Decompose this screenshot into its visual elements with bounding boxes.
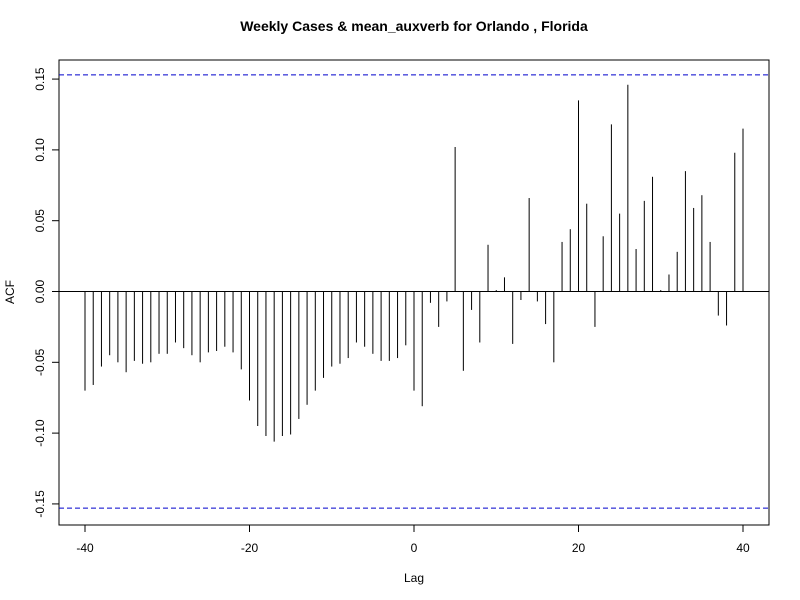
y-tick-label: -0.05 — [33, 348, 47, 376]
y-tick-label: 0.10 — [33, 138, 47, 162]
y-tick-label: -0.15 — [33, 490, 47, 518]
y-axis-label: ACF — [3, 280, 17, 304]
x-axis-label: Lag — [404, 571, 424, 585]
chart-title: Weekly Cases & mean_auxverb for Orlando … — [240, 18, 588, 34]
x-tick-label: -20 — [241, 541, 259, 555]
x-tick-label: 20 — [572, 541, 586, 555]
confidence-bounds — [59, 74, 769, 509]
y-tick-label: 0.15 — [33, 67, 47, 91]
y-tick-label: 0.00 — [33, 279, 47, 303]
x-tick-label: 0 — [411, 541, 418, 555]
y-tick-label: 0.05 — [33, 209, 47, 233]
y-axis: -0.15 -0.10 -0.05 0.00 0.05 0.10 0.15 — [33, 67, 59, 518]
acf-bars — [84, 84, 744, 442]
x-tick-label: -40 — [76, 541, 94, 555]
x-tick-label: 40 — [736, 541, 750, 555]
x-axis: -40 -20 0 20 40 — [76, 525, 750, 555]
y-tick-label: -0.10 — [33, 419, 47, 447]
